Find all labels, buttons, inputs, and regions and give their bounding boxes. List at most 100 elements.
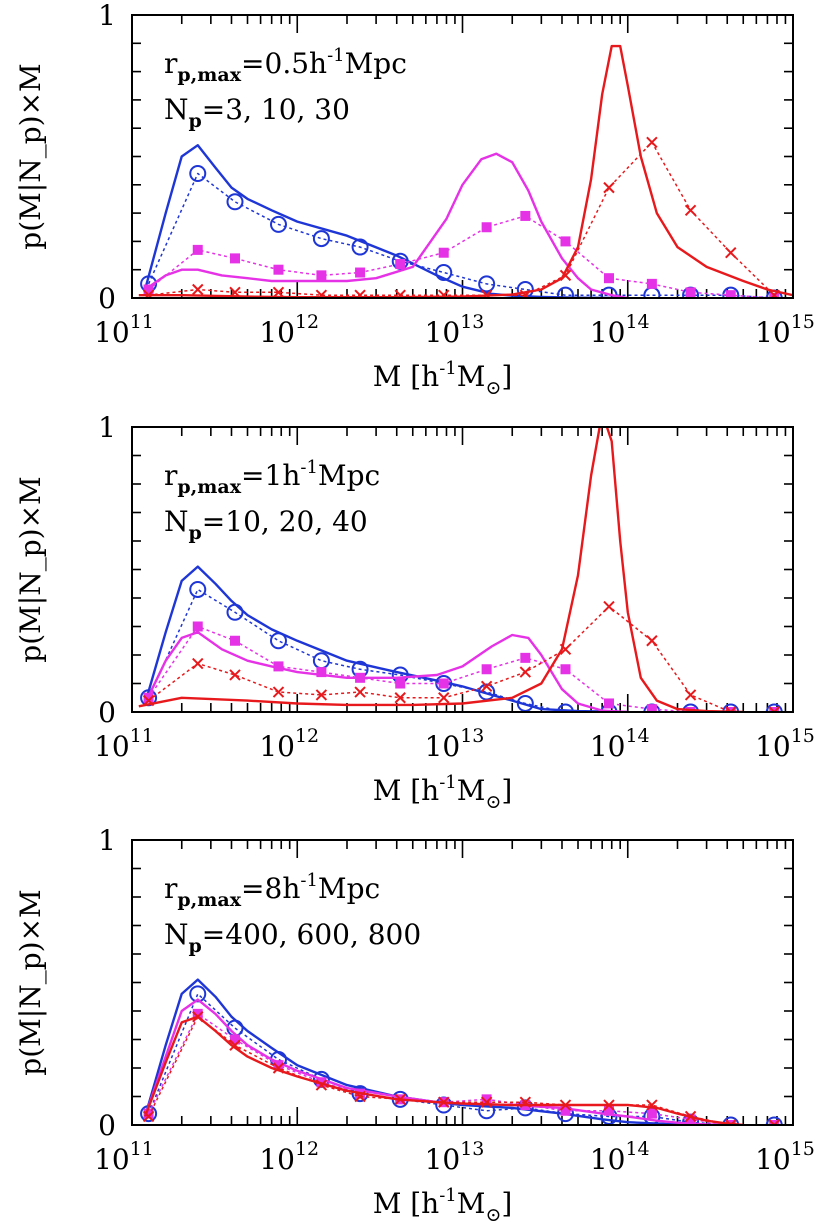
circle-marker [351, 238, 369, 256]
cross-marker [519, 1096, 532, 1108]
cross-marker [480, 1096, 493, 1108]
x-tick-label: 1014 [590, 725, 650, 763]
cross-marker [603, 600, 615, 613]
x-axis-title: M [h-1M⊙] [373, 1185, 513, 1222]
cross-marker [229, 286, 241, 298]
series-line-2 [147, 588, 775, 712]
cross-marker [646, 136, 658, 149]
annotation-radius: rp,max=1h-1Mpc [164, 457, 380, 498]
square-marker [192, 621, 203, 632]
square-marker [685, 287, 696, 298]
chart-panel-3: 1011 1012 1013 1014 1015 0 1 M [h-1M⊙] p(M|N_p)×… [14, 824, 815, 1222]
annotation-np: Np=10, 20, 40 [164, 505, 368, 544]
x-tick-label: 1015 [755, 1138, 815, 1176]
cross-marker [519, 666, 532, 678]
series-line-4 [148, 215, 775, 298]
cross-marker [725, 247, 737, 259]
circle-marker [556, 286, 574, 298]
annotation-radius: rp,max=8h-1Mpc [164, 870, 380, 911]
x-tick-label: 1012 [259, 311, 319, 349]
square-marker [438, 678, 449, 689]
cross-marker [315, 689, 328, 701]
x-tick-label: 1015 [755, 725, 815, 763]
square-marker [725, 707, 736, 712]
x-tick-label: 1012 [259, 725, 319, 763]
cross-marker [142, 694, 155, 707]
cross-marker [480, 289, 493, 298]
cross-marker [768, 706, 780, 712]
y-tick-label: 1 [98, 824, 116, 857]
cross-marker [192, 283, 204, 296]
cross-marker [684, 204, 697, 216]
annotation-np: Np=400, 600, 800 [164, 918, 421, 957]
cross-marker [354, 289, 366, 298]
square-marker [229, 635, 240, 646]
circle-marker [269, 632, 287, 650]
cross-marker [725, 1119, 737, 1125]
x-tick-label: 1013 [425, 311, 485, 349]
y-tick-label: 0 [98, 282, 116, 315]
square-marker [560, 1105, 571, 1116]
square-marker [646, 704, 657, 712]
square-marker [481, 664, 492, 675]
y-tick-label: 0 [98, 1109, 116, 1142]
cross-marker [229, 669, 241, 681]
chart-panel-1: 1011 1012 1013 1014 1015 0 1 M [h-1M⊙] p(M|N_p)×… [14, 0, 815, 399]
cross-marker [603, 1099, 615, 1111]
x-axis-title: M [h-1M⊙] [373, 772, 513, 813]
square-marker [725, 290, 736, 298]
cross-marker [354, 686, 366, 698]
cross-marker [438, 1096, 450, 1108]
square-marker [646, 1108, 657, 1119]
x-tick-label: 1011 [94, 311, 154, 349]
square-marker [143, 284, 154, 295]
square-marker [355, 267, 366, 278]
plot-area [138, 427, 783, 712]
square-marker [273, 264, 284, 275]
square-marker [560, 236, 571, 247]
cross-marker [192, 1010, 204, 1023]
y-tick-label: 1 [98, 0, 116, 32]
series-line-4 [147, 625, 775, 712]
x-tick-label: 1014 [590, 1138, 650, 1176]
annotation-radius: rp,max=0.5h-1Mpc [164, 45, 407, 86]
series-line-5 [138, 427, 744, 712]
circle-marker [435, 675, 453, 692]
cross-marker [315, 1079, 328, 1091]
cross-marker [315, 289, 328, 298]
square-marker [560, 664, 571, 675]
x-tick-label: 1012 [259, 1138, 319, 1176]
circle-marker [765, 703, 783, 712]
annotation-np: Np=3, 10, 30 [164, 93, 350, 132]
axis-ticks [131, 426, 793, 713]
cross-marker [725, 706, 737, 712]
series-line-6 [147, 1015, 775, 1125]
cross-marker [684, 1110, 697, 1123]
square-marker [725, 1120, 736, 1125]
cross-marker [272, 1062, 285, 1074]
cross-marker [768, 289, 780, 298]
plot-frame [131, 426, 794, 713]
circle-marker [556, 703, 574, 712]
x-tick-label: 1013 [425, 725, 485, 763]
cross-marker [768, 1119, 780, 1125]
circle-marker [312, 230, 330, 248]
cross-marker [438, 692, 450, 704]
series-line-2 [147, 172, 775, 298]
square-marker [316, 270, 327, 281]
circle-marker [269, 215, 287, 233]
square-marker [273, 661, 284, 672]
square-marker [481, 1094, 492, 1105]
cross-marker [272, 686, 285, 698]
x-tick-label: 1011 [94, 725, 154, 763]
cross-marker [394, 1093, 406, 1106]
plot-frame [131, 14, 794, 299]
cross-marker [272, 286, 285, 298]
chart-panel-2: 1011 1012 1013 1014 1015 0 1 M [h-1M⊙] p(M|N_p)×… [14, 411, 815, 813]
x-tick-label: 1011 [94, 1138, 154, 1176]
cross-marker [646, 1099, 658, 1111]
cross-marker [354, 1090, 366, 1103]
circle-marker [226, 603, 244, 621]
cross-marker [192, 657, 204, 670]
